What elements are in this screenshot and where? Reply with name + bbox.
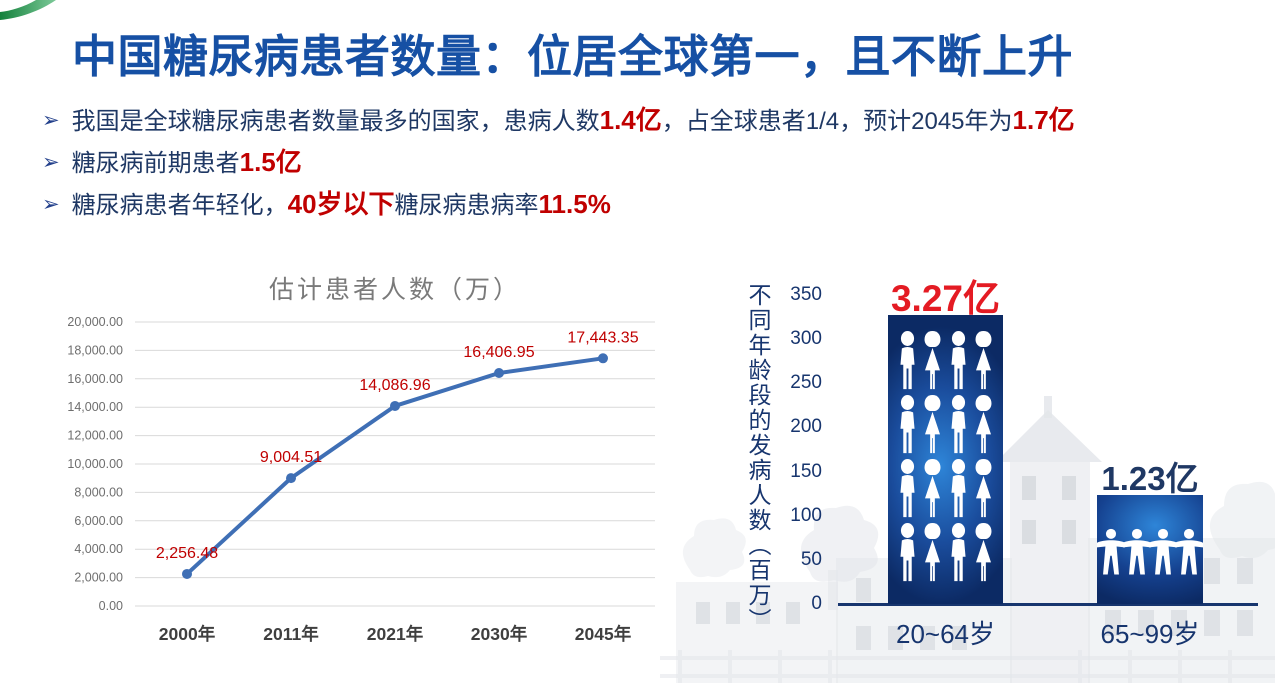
x-axis-line [838,603,1258,606]
people-holding-hands-icon [1123,519,1151,587]
bar-value-label: 1.23亿 [1101,460,1199,498]
woman-icon [971,331,996,391]
bullet-highlight: 1.4亿 [599,105,662,135]
bullet-highlight: 11.5% [538,189,611,219]
bullet-text: 糖尿病患者年轻化，40岁以下糖尿病患病率11.5% [72,184,611,226]
y-axis-tick-label: 4,000.00 [74,542,123,556]
line-chart-title: 估计患者人数（万） [268,275,521,304]
y-axis-tick-label: 18,000.00 [67,343,123,357]
y-axis-tick-label: 14,000.00 [67,400,123,414]
y-axis-tick-label: 350 [790,284,822,305]
bullet-item: ➢ 糖尿病患者年轻化，40岁以下糖尿病患病率11.5% [42,184,1255,226]
y-axis-tick-label: 0 [811,593,822,614]
bullet-arrow-icon: ➢ [42,109,60,132]
y-axis-tick-label: 6,000.00 [74,514,123,528]
bar-chart: 不同年龄段的发病人数（百万） 0 50 100 150 200 250 300 350 3.27… [700,250,1275,683]
x-axis-tick-label: 2000年 [159,624,216,644]
bullet-segment: 我国是全球糖尿病患者数量最多的国家，患病人数 [71,108,600,135]
bullet-text: 糖尿病前期患者1.5亿 [72,142,302,184]
woman-icon [920,459,945,519]
y-axis-tick-label: 10,000.00 [67,457,123,471]
bar-value-label: 3.27亿 [890,278,1000,320]
bullet-segment: 糖尿病患病率 [394,192,539,219]
people-holding-hands-icon [1149,519,1177,587]
bullet-text: 我国是全球糖尿病患者数量最多的国家，患病人数1.4亿，占全球患者1/4，预计20… [72,100,1075,142]
page-title: 中国糖尿病患者数量：位居全球第一，且不断上升 [72,31,1074,82]
y-axis-tick-label: 100 [790,504,822,526]
y-axis-tick-label: 12,000.00 [67,429,123,443]
y-axis-tick-label: 20,000.00 [67,315,123,329]
woman-icon [971,459,996,519]
bar-65~99岁 [1097,495,1203,604]
man-icon [946,523,971,583]
pictogram-row [1097,495,1203,604]
man-icon [946,459,971,519]
man-icon [895,395,920,455]
data-point-marker [182,568,192,579]
y-axis-tick-label: 2,000.00 [74,571,123,585]
bullet-highlight: 40岁以下 [287,189,395,219]
man-icon [895,459,920,519]
man-icon [895,523,920,583]
y-axis-tick-label: 0.00 [99,599,123,613]
bullet-segment: 糖尿病患者年轻化， [71,192,288,219]
data-point-marker [286,473,296,484]
y-axis-tick-label: 300 [790,328,822,350]
y-axis-tick-label: 16,000.00 [67,372,123,386]
woman-icon [920,395,945,455]
bullet-segment: 糖尿病前期患者 [71,150,240,177]
pictogram-grid [888,315,1003,580]
man-icon [895,331,920,391]
x-axis-tick-label: 2021年 [367,624,424,644]
corner-arc-icon [0,0,56,20]
woman-icon [971,395,996,455]
bullet-item: ➢ 我国是全球糖尿病患者数量最多的国家，患病人数1.4亿，占全球患者1/4，预计2… [42,100,1255,142]
bullet-list: ➢ 我国是全球糖尿病患者数量最多的国家，患病人数1.4亿，占全球患者1/4，预计2… [42,100,1255,226]
man-icon [946,331,971,391]
bullet-highlight: 1.5亿 [239,147,302,177]
data-point-label: 16,406.95 [463,344,534,361]
data-point-label: 17,443.35 [567,329,638,346]
y-axis-tick-label: 50 [800,548,822,570]
bullet-arrow-icon: ➢ [42,151,60,174]
bullet-segment: ，占全球患者1/4，预计2045年为 [661,108,1013,135]
y-axis-tick-label: 200 [790,416,822,438]
data-point-label: 14,086.96 [359,377,430,394]
data-point-label: 9,004.51 [260,449,322,466]
data-point-label: 2,256.48 [156,545,218,562]
category-label: 65~99岁 [1100,619,1200,649]
bullet-highlight: 1.7亿 [1012,105,1075,135]
bullet-arrow-icon: ➢ [42,193,60,216]
people-holding-hands-icon [1097,519,1125,587]
woman-icon [920,523,945,583]
bar-chart-axis-title: 不同年龄段的发病人数（百万） [745,283,771,633]
x-axis-tick-label: 2011年 [263,624,319,644]
line-chart-plot: 0.00 2,000.00 4,000.00 6,000.00 8,000.00 10,0… [67,315,655,644]
y-axis-tick-label: 8,000.00 [74,485,123,499]
x-axis-tick-label: 2045年 [575,624,632,644]
data-point-marker [494,368,504,379]
line-chart: 估计患者人数（万） 0.00 2,000.00 4,000.00 6,000.00 8,… [20,262,680,662]
bullet-item: ➢ 糖尿病前期患者1.5亿 [42,142,1255,184]
x-axis-tick-label: 2030年 [471,624,528,644]
people-holding-hands-icon [1175,519,1203,587]
woman-icon [971,523,996,583]
woman-icon [920,331,945,391]
bar-20~64岁 [888,315,1003,604]
y-axis-tick-label: 150 [790,460,822,482]
man-icon [946,395,971,455]
y-axis-tick-label: 250 [790,372,822,394]
category-label: 20~64岁 [895,619,996,649]
data-point-marker [390,400,400,411]
data-point-marker [598,353,608,364]
